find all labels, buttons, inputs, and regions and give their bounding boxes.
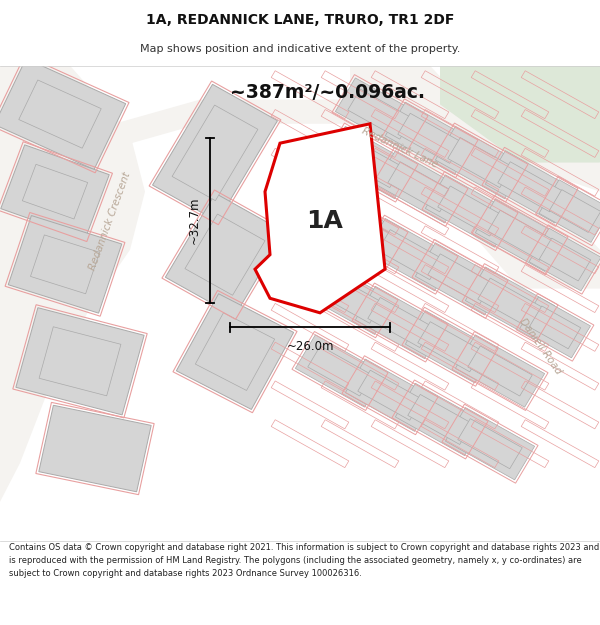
Polygon shape — [549, 189, 600, 232]
Polygon shape — [398, 113, 462, 163]
Polygon shape — [328, 206, 392, 256]
Polygon shape — [488, 210, 552, 260]
Polygon shape — [436, 126, 524, 199]
Text: 1A, REDANNICK LANE, TRURO, TR1 2DF: 1A, REDANNICK LANE, TRURO, TR1 2DF — [146, 12, 454, 27]
Polygon shape — [0, 66, 145, 502]
Text: ~387m²/~0.096ac.: ~387m²/~0.096ac. — [230, 83, 425, 102]
Polygon shape — [335, 78, 425, 150]
Text: 1A: 1A — [307, 209, 343, 232]
Text: Redannick Lane: Redannick Lane — [361, 126, 440, 170]
Polygon shape — [466, 267, 554, 339]
Polygon shape — [418, 322, 482, 372]
Text: Contains OS data © Crown copyright and database right 2021. This information is : Contains OS data © Crown copyright and d… — [9, 543, 599, 578]
Polygon shape — [1, 145, 109, 239]
Polygon shape — [455, 335, 545, 407]
Polygon shape — [16, 308, 144, 415]
Polygon shape — [325, 126, 415, 199]
Polygon shape — [498, 162, 562, 212]
Polygon shape — [425, 175, 515, 248]
Polygon shape — [305, 262, 395, 334]
Polygon shape — [539, 180, 600, 243]
Polygon shape — [255, 124, 385, 313]
Polygon shape — [529, 228, 600, 291]
Polygon shape — [308, 346, 372, 396]
Polygon shape — [185, 214, 265, 295]
Polygon shape — [19, 80, 101, 148]
Polygon shape — [415, 242, 505, 315]
Polygon shape — [166, 193, 284, 316]
Polygon shape — [395, 383, 485, 456]
Polygon shape — [445, 408, 535, 480]
Polygon shape — [368, 298, 432, 348]
Text: ~32.7m: ~32.7m — [187, 197, 200, 244]
Polygon shape — [196, 312, 275, 391]
Polygon shape — [438, 186, 502, 236]
Polygon shape — [176, 294, 293, 409]
Polygon shape — [316, 194, 404, 267]
Text: Map shows position and indicative extent of the property.: Map shows position and indicative extent… — [140, 44, 460, 54]
Polygon shape — [39, 405, 151, 492]
Polygon shape — [428, 254, 492, 304]
Polygon shape — [440, 66, 600, 162]
Text: ~26.0m: ~26.0m — [286, 340, 334, 353]
Polygon shape — [358, 370, 422, 420]
Text: Daniell Road: Daniell Road — [517, 317, 563, 377]
Polygon shape — [385, 102, 475, 174]
Polygon shape — [458, 419, 522, 469]
Polygon shape — [348, 89, 412, 139]
Polygon shape — [468, 346, 532, 396]
Polygon shape — [295, 335, 385, 407]
Polygon shape — [39, 327, 121, 396]
Polygon shape — [408, 394, 472, 444]
Polygon shape — [338, 138, 402, 188]
Polygon shape — [355, 286, 445, 359]
Polygon shape — [0, 59, 125, 169]
Polygon shape — [406, 311, 494, 383]
Polygon shape — [520, 297, 590, 358]
Polygon shape — [8, 216, 122, 313]
Polygon shape — [376, 151, 464, 223]
Polygon shape — [448, 138, 512, 188]
Polygon shape — [318, 273, 382, 323]
Polygon shape — [346, 359, 434, 431]
Polygon shape — [378, 229, 442, 280]
Polygon shape — [350, 66, 600, 289]
Polygon shape — [365, 219, 455, 291]
Polygon shape — [152, 84, 277, 221]
Polygon shape — [0, 99, 600, 216]
Polygon shape — [539, 238, 591, 281]
Polygon shape — [529, 306, 581, 349]
Polygon shape — [388, 162, 452, 212]
Polygon shape — [22, 164, 88, 219]
Text: Redannick Crescent: Redannick Crescent — [88, 170, 133, 271]
Polygon shape — [475, 199, 565, 271]
Polygon shape — [478, 278, 542, 328]
Polygon shape — [31, 235, 100, 294]
Polygon shape — [172, 105, 258, 201]
Polygon shape — [485, 151, 575, 223]
